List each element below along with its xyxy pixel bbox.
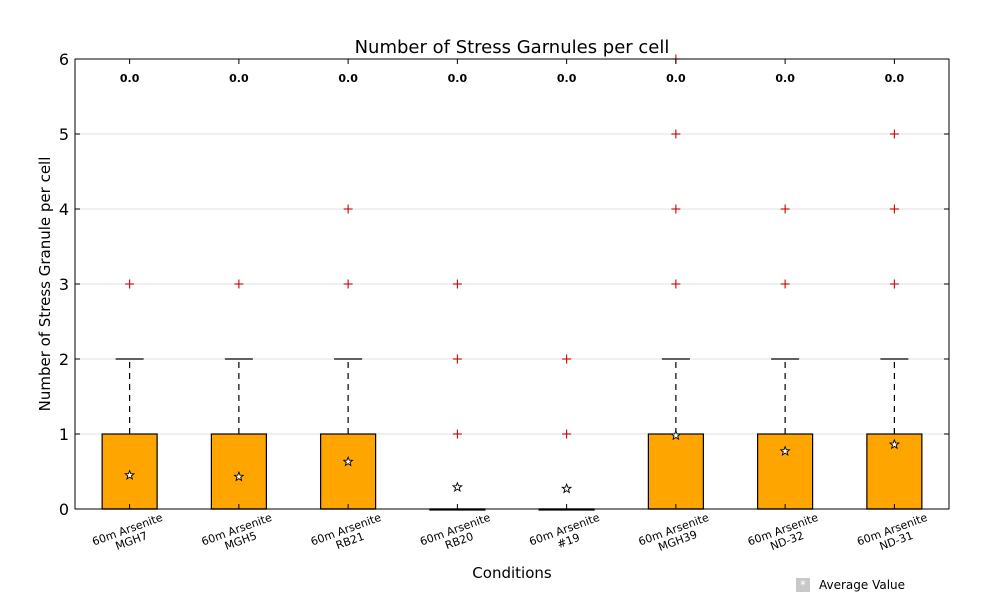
- outlier-marker: [780, 204, 790, 214]
- outlier-marker: [562, 354, 572, 364]
- mean-star: [561, 482, 573, 494]
- outlier-marker: [125, 279, 135, 289]
- y-tick-label: 4: [59, 200, 69, 219]
- box-group: 0.0: [757, 72, 814, 510]
- top-value-label: 0.0: [448, 72, 468, 85]
- top-value-label: 0.0: [775, 72, 795, 85]
- top-value-label: 0.0: [120, 72, 140, 85]
- mean-star: [670, 429, 682, 441]
- legend: * Average Value: [796, 576, 905, 594]
- y-tick-label: 0: [59, 500, 69, 519]
- y-tick-label: 3: [59, 275, 69, 294]
- outlier-marker: [889, 204, 899, 214]
- top-value-label: 0.0: [885, 72, 905, 85]
- outlier-marker: [452, 279, 462, 289]
- outlier-marker: [780, 279, 790, 289]
- y-tick-label: 2: [59, 350, 69, 369]
- mean-star: [124, 469, 136, 481]
- y-tick-label: 5: [59, 125, 69, 144]
- x-axis-label: Conditions: [472, 564, 552, 582]
- outlier-marker: [343, 204, 353, 214]
- chart-title: Number of Stress Garnules per cell: [355, 37, 670, 58]
- mean-star: [451, 481, 463, 493]
- outlier-marker: [562, 429, 572, 439]
- mean-star: [779, 445, 791, 457]
- legend-label: Average Value: [819, 578, 906, 592]
- y-axis-label: Number of Stress Granule per cell: [36, 157, 54, 412]
- mean-star: [888, 438, 900, 450]
- outlier-marker: [889, 279, 899, 289]
- outlier-marker: [671, 129, 681, 139]
- top-value-label: 0.0: [557, 72, 577, 85]
- top-value-label: 0.0: [666, 72, 686, 85]
- outlier-marker: [889, 129, 899, 139]
- box: [757, 433, 814, 510]
- top-value-label: 0.0: [338, 72, 358, 85]
- outlier-marker: [452, 429, 462, 439]
- mean-star: [342, 455, 354, 467]
- outlier-marker: [671, 204, 681, 214]
- y-tick-label: 6: [59, 50, 69, 69]
- outlier-marker: [343, 279, 353, 289]
- y-tick-label: 1: [59, 425, 69, 444]
- outlier-marker: [234, 279, 244, 289]
- outlier-marker: [452, 354, 462, 364]
- box: [647, 433, 704, 510]
- top-value-label: 0.0: [229, 72, 249, 85]
- legend-star-icon: *: [796, 578, 810, 592]
- box: [320, 433, 377, 510]
- box-group: 0.0: [320, 72, 377, 510]
- mean-star: [233, 470, 245, 482]
- outlier-marker: [671, 279, 681, 289]
